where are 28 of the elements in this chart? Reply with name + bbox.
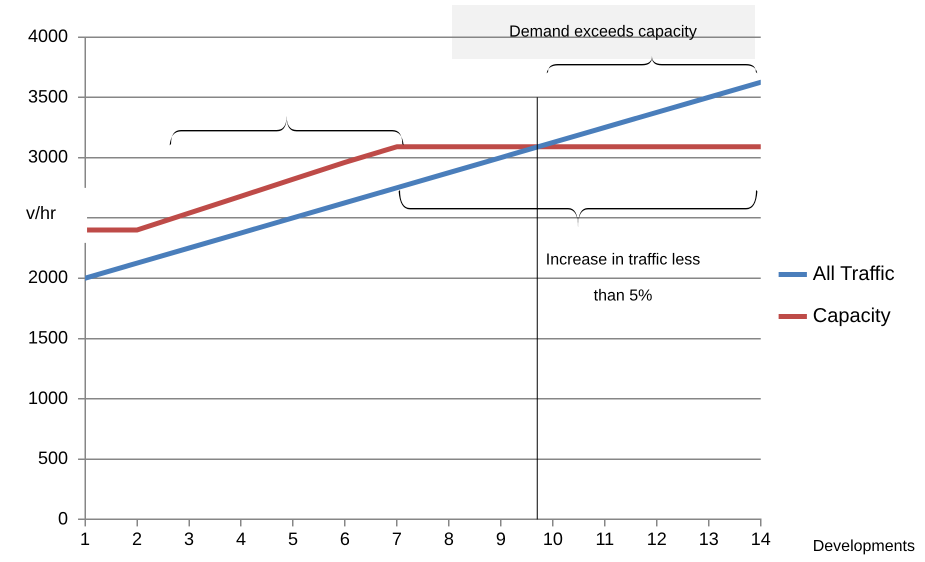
legend-label: All Traffic: [812, 263, 895, 286]
x-tick-label: 6: [340, 529, 350, 550]
y-tick-label: 1500: [28, 327, 68, 348]
y-tick-label: 1000: [28, 388, 68, 408]
y-tick-label: 4000: [28, 26, 68, 46]
x-tick-label: 9: [496, 529, 506, 550]
x-tick-label: 14: [750, 529, 771, 550]
y-tick-label: 3500: [28, 86, 68, 106]
y-tick-label: 0: [58, 508, 68, 528]
x-axis-title: Developments: [812, 538, 915, 555]
annotation: Increase in traffic less than 5%: [546, 251, 700, 304]
x-tick-label: 4: [236, 529, 246, 550]
x-tick-label: 2: [132, 529, 142, 550]
y-tick-label: 3000: [28, 146, 68, 167]
x-tick-label: 13: [698, 529, 719, 550]
x-tick-label: 11: [595, 529, 614, 550]
y-tick-label: 500: [38, 448, 68, 468]
x-tick-label: 5: [288, 529, 298, 550]
annotation: Demand exceeds capacity: [509, 23, 697, 40]
x-tick-label: 12: [646, 529, 667, 550]
y-tick-label: 2000: [28, 267, 68, 288]
x-tick-label: 7: [392, 529, 402, 550]
x-tick-label: 1: [80, 529, 90, 550]
x-tick-label: 10: [542, 529, 563, 550]
legend-label: Capacity: [812, 305, 891, 328]
x-tick-label: 8: [444, 529, 454, 550]
y-axis-title: v/hr: [26, 202, 56, 223]
x-tick-label: 3: [184, 529, 194, 550]
